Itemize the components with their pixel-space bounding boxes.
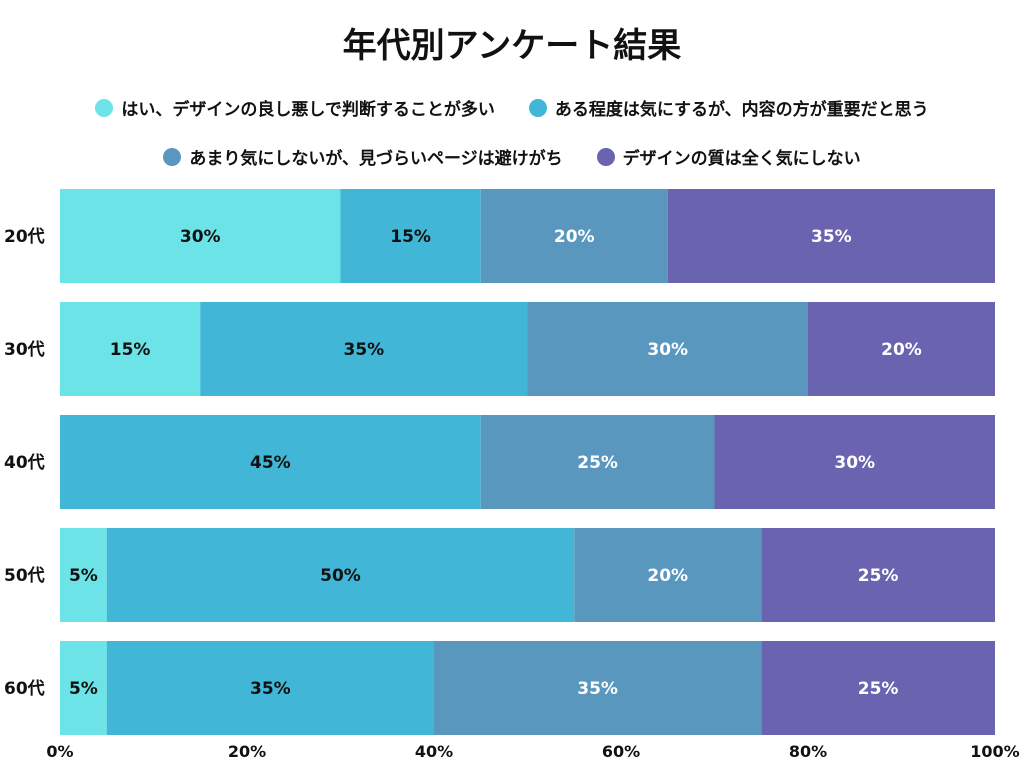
legend-swatch	[95, 98, 114, 117]
legend-swatch	[596, 147, 615, 166]
data-label: 5%	[69, 679, 98, 699]
legend-label: はい、デザインの良し悪しで判断することが多い	[121, 100, 495, 120]
x-tick-label: 20%	[228, 742, 266, 761]
data-label: 20%	[881, 340, 922, 360]
bar-segment	[808, 302, 995, 396]
data-label: 35%	[250, 679, 291, 699]
x-tick-label: 100%	[970, 742, 1019, 761]
data-label: 25%	[577, 453, 618, 473]
bar-segment	[60, 302, 201, 396]
data-label: 35%	[344, 340, 385, 360]
legend-row-1: はい、デザインの良し悪しで判断することが多い ある程度は気にするが、内容の方が重…	[0, 95, 1024, 120]
bar-segment	[200, 302, 528, 396]
data-label: 15%	[110, 340, 151, 360]
data-label: 20%	[554, 227, 595, 247]
data-label: 35%	[811, 227, 852, 247]
x-tick-label: 60%	[602, 742, 640, 761]
data-label: 30%	[834, 453, 875, 473]
legend-swatch	[528, 98, 547, 117]
bar-segment	[106, 641, 434, 735]
category-label: 60代	[4, 678, 45, 699]
bar-segment	[667, 189, 995, 283]
bar-segment	[60, 189, 341, 283]
bar-segment	[480, 189, 668, 283]
bar-segment	[340, 189, 481, 283]
legend-item: デザインの質は全く気にしない	[596, 144, 861, 169]
legend-item: ある程度は気にするが、内容の方が重要だと思う	[528, 95, 929, 120]
bar-segment	[527, 302, 808, 396]
bar-segment	[434, 641, 762, 735]
bar-segment	[60, 641, 107, 735]
data-label: 25%	[858, 679, 899, 699]
data-label: 30%	[180, 227, 221, 247]
category-label: 40代	[4, 452, 45, 473]
data-label: 30%	[647, 340, 688, 360]
x-tick-label: 40%	[415, 742, 453, 761]
x-tick-label: 80%	[789, 742, 827, 761]
bar-segment	[60, 528, 107, 622]
bar-segment	[480, 415, 715, 509]
legend-label: ある程度は気にするが、内容の方が重要だと思う	[554, 100, 929, 120]
data-label: 45%	[250, 453, 291, 473]
legend-label: あまり気にしないが、見づらいページは避けがち	[189, 149, 563, 169]
x-tick-label: 0%	[46, 742, 73, 761]
data-label: 35%	[577, 679, 618, 699]
category-label: 30代	[4, 339, 45, 360]
bar-segment	[761, 528, 995, 622]
data-label: 50%	[320, 566, 361, 586]
data-label: 20%	[647, 566, 688, 586]
legend-item: あまり気にしないが、見づらいページは避けがち	[163, 144, 563, 169]
legend-row-2: あまり気にしないが、見づらいページは避けがち デザインの質は全く気にしない	[0, 144, 1024, 169]
legend-item: はい、デザインの良し悪しで判断することが多い	[95, 95, 495, 120]
chart-title: 年代別アンケート結果	[342, 26, 682, 66]
bar-segment	[60, 415, 481, 509]
bar-segment	[106, 528, 575, 622]
category-label: 20代	[4, 226, 45, 247]
bar-segment	[761, 641, 995, 735]
bar-segment	[574, 528, 762, 622]
data-label: 25%	[858, 566, 899, 586]
data-label: 5%	[69, 566, 98, 586]
bar-segment	[714, 415, 995, 509]
category-label: 50代	[4, 565, 45, 586]
data-label: 15%	[390, 227, 431, 247]
legend-swatch	[163, 147, 182, 166]
legend-label: デザインの質は全く気にしない	[622, 149, 861, 169]
